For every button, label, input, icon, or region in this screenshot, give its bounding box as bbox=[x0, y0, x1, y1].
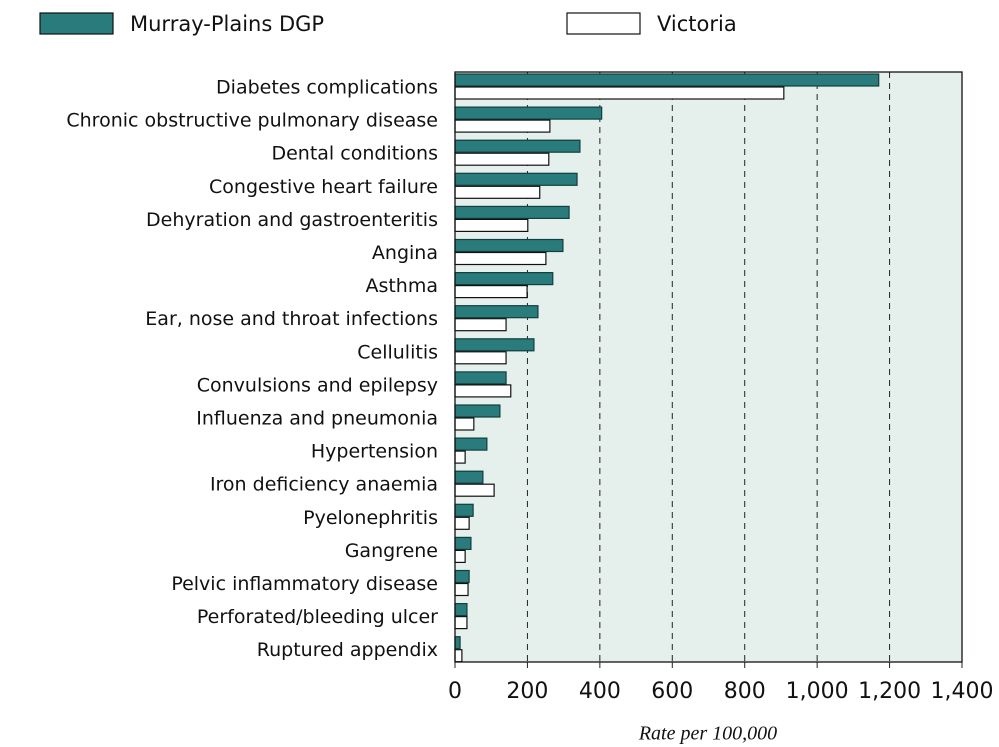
y-tick-label: Dental conditions bbox=[271, 143, 438, 165]
y-tick-label: Gangrene bbox=[345, 540, 438, 562]
y-tick-label: Hypertension bbox=[311, 441, 438, 463]
bar bbox=[454, 384, 512, 398]
bar bbox=[454, 139, 581, 153]
bar bbox=[454, 536, 472, 551]
bar bbox=[454, 106, 603, 120]
bar bbox=[454, 569, 470, 584]
bar bbox=[454, 86, 785, 100]
bar bbox=[454, 636, 461, 650]
legend-label: Victoria bbox=[657, 12, 737, 36]
bar bbox=[454, 305, 539, 319]
x-tick-label: 400 bbox=[579, 679, 621, 704]
y-tick-label: Iron deficiency anaemia bbox=[210, 474, 438, 496]
bar bbox=[454, 338, 535, 352]
bar bbox=[454, 549, 466, 564]
bar bbox=[454, 73, 880, 87]
bar bbox=[454, 318, 507, 332]
bar bbox=[454, 582, 469, 597]
y-tick-label: Diabetes complications bbox=[216, 77, 438, 99]
bar bbox=[454, 602, 468, 617]
bar bbox=[454, 251, 547, 266]
bar bbox=[454, 483, 495, 497]
x-tick-label: 1,200 bbox=[858, 679, 921, 704]
bar bbox=[454, 185, 541, 199]
x-tick-label: 600 bbox=[651, 679, 693, 704]
y-tick-label: Cellulitis bbox=[357, 341, 438, 363]
bar bbox=[454, 437, 488, 451]
x-tick-label: 800 bbox=[724, 679, 766, 704]
plot-frame bbox=[454, 71, 963, 663]
bar bbox=[454, 351, 507, 365]
legend-swatch bbox=[39, 12, 114, 35]
bar bbox=[454, 285, 528, 299]
legend-label: Murray-Plains DGP bbox=[130, 12, 324, 36]
y-tick-label: Influenza and pneumonia bbox=[196, 408, 438, 430]
bar bbox=[454, 516, 470, 530]
plot-background bbox=[455, 72, 962, 662]
x-axis-title: Rate per 100,000 bbox=[638, 723, 777, 745]
bar bbox=[454, 218, 529, 232]
bar bbox=[454, 470, 484, 484]
y-tick-label: Pelvic inflammatory disease bbox=[171, 573, 438, 595]
bar bbox=[454, 649, 463, 663]
x-tick-label: 1,400 bbox=[931, 679, 994, 704]
y-tick-label: Pyelonephritis bbox=[303, 507, 438, 529]
bar bbox=[454, 417, 475, 431]
y-tick-label: Convulsions and epilepsy bbox=[197, 374, 438, 396]
bar bbox=[454, 172, 578, 186]
bar bbox=[454, 205, 570, 219]
y-tick-label: Ruptured appendix bbox=[257, 639, 438, 661]
y-tick-label: Ear, nose and throat infections bbox=[145, 308, 438, 330]
x-tick-label: 1,000 bbox=[786, 679, 849, 704]
x-tick-label: 0 bbox=[448, 679, 462, 704]
y-tick-label: Angina bbox=[372, 242, 438, 264]
bar bbox=[454, 272, 554, 286]
bar bbox=[454, 371, 507, 385]
y-tick-label: Congestive heart failure bbox=[209, 176, 438, 198]
bar bbox=[454, 152, 550, 166]
y-tick-label: Perforated/bleeding ulcer bbox=[197, 606, 438, 628]
legend-swatch bbox=[566, 12, 641, 35]
y-tick-label: Dehyration and gastroenteritis bbox=[146, 209, 438, 231]
bar bbox=[454, 238, 564, 253]
y-tick-label: Chronic obstructive pulmonary disease bbox=[66, 110, 438, 132]
y-tick-label: Asthma bbox=[365, 275, 438, 297]
bar bbox=[454, 503, 474, 517]
bar bbox=[454, 119, 551, 133]
bar bbox=[454, 450, 466, 464]
bar bbox=[454, 404, 501, 418]
bar bbox=[454, 615, 468, 630]
x-tick-label: 200 bbox=[506, 679, 548, 704]
